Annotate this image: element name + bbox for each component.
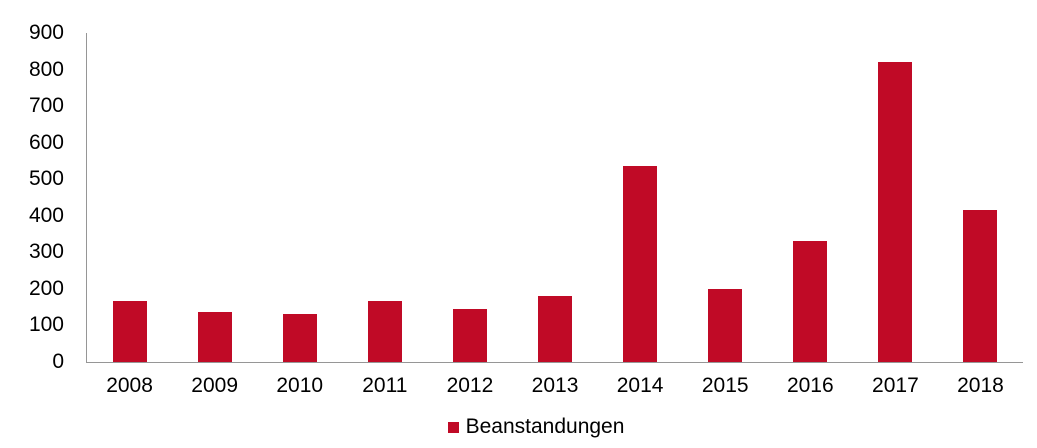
bar-2017	[878, 61, 913, 362]
x-tick-label-2009: 2009	[191, 374, 238, 397]
x-tick-label-2014: 2014	[616, 374, 664, 397]
y-tick-label-300: 300	[28, 240, 64, 264]
x-tick-label-2012: 2012	[446, 374, 494, 397]
bar-cell-2013	[512, 33, 597, 362]
bar-2011	[367, 300, 402, 362]
y-tick-label-100: 100	[28, 313, 64, 337]
legend: Beanstandungen	[86, 414, 986, 440]
bar-2010	[282, 314, 317, 362]
x-tick-label-2016: 2016	[786, 374, 834, 397]
bar-2014	[623, 166, 658, 362]
bar-2009	[197, 311, 232, 362]
bar-2008	[112, 301, 147, 362]
x-tick-label-2008: 2008	[106, 374, 153, 397]
y-tick-label-200: 200	[28, 276, 64, 300]
bar-cell-2012	[427, 33, 512, 362]
bar-cell-2015	[683, 33, 768, 362]
x-tick-label-2017: 2017	[872, 374, 919, 397]
bar-cell-2017	[853, 33, 938, 362]
bar-2018	[963, 210, 998, 362]
bar-cell-2014	[598, 33, 683, 362]
x-tick-label-2013: 2013	[531, 374, 579, 397]
bar-cell-2011	[342, 33, 427, 362]
x-tick-label-2011: 2011	[362, 374, 408, 397]
bar-2012	[452, 308, 487, 362]
legend-label: Beanstandungen	[465, 415, 625, 438]
bar-2013	[538, 295, 573, 362]
bar-cell-2016	[768, 33, 853, 362]
x-axis-tick-labels: 2008 2009 2010 2011 2012 2013 2014 2015 2016 2017…	[87, 374, 1023, 398]
x-tick-label-2018: 2018	[957, 374, 1004, 397]
y-tick-label-0: 0	[52, 350, 64, 373]
y-tick-label-800: 800	[28, 57, 64, 81]
plot-area	[86, 33, 1023, 363]
bar-2016	[793, 241, 828, 362]
x-tick-label-2015: 2015	[701, 374, 749, 397]
bar-cell-2009	[172, 33, 257, 362]
bar-cell-2018	[938, 33, 1023, 362]
legend-swatch	[447, 421, 459, 433]
bars-row	[87, 33, 1023, 362]
y-tick-label-600: 600	[28, 130, 64, 154]
y-tick-label-900: 900	[28, 21, 64, 44]
bar-cell-2008	[87, 33, 172, 362]
y-tick-label-700: 700	[28, 94, 64, 118]
y-tick-label-400: 400	[28, 203, 64, 227]
y-axis-tick-labels: 900 800 700 600 500 400 300 200 100 0	[0, 0, 64, 448]
bar-cell-2010	[257, 33, 342, 362]
x-tick-label-2010: 2010	[276, 374, 324, 397]
y-tick-label-500: 500	[28, 167, 64, 191]
bar-2015	[708, 289, 743, 362]
